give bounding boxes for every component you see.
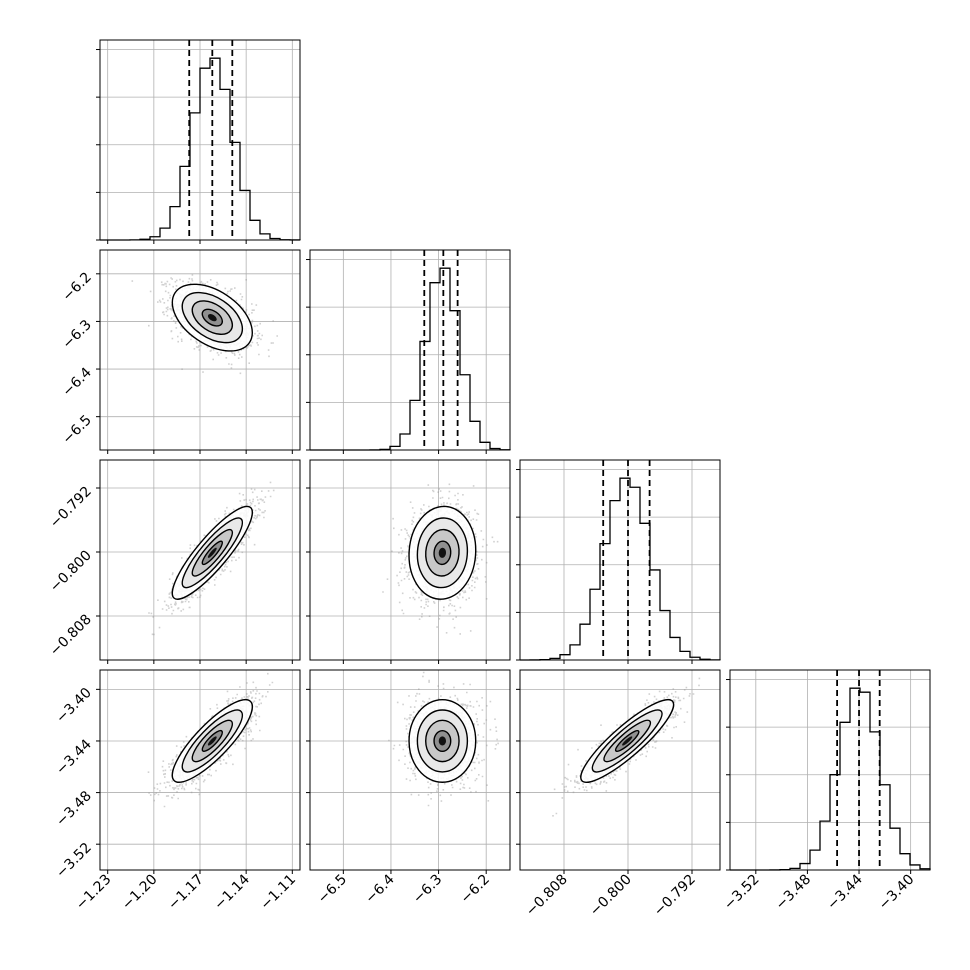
scatter-panel-3-0 [96,669,301,874]
grid [520,460,720,660]
contour-level-0 [580,698,675,783]
histogram-panel-3 [726,669,931,874]
x-tick-label: −6.3 [410,872,445,907]
histogram-bars-3 [730,687,931,871]
x-tick-label: −6.4 [362,871,397,906]
contour-level-2 [425,528,460,577]
x-tick-label: −3.48 [773,872,815,914]
x-tick-label: −0.800 [587,872,635,920]
x-tick-label: −0.792 [651,872,699,920]
x-tick-label: −0.808 [523,872,571,920]
scatter-points [388,671,499,807]
scatter-panel-2-0 [96,459,301,664]
contour-level-1 [181,291,244,344]
y-tick-label: −0.792 [47,484,95,532]
x-tick-label: −6.5 [315,872,350,907]
y-tick-label: −6.2 [59,269,94,304]
contour-level-2 [191,300,234,335]
histogram-bars-2 [519,477,721,661]
contour-level-2 [191,719,234,763]
contour-level-1 [181,709,244,773]
x-tick-label: −1.23 [73,872,115,914]
histogram-bars-1 [310,267,511,451]
y-tick-label: −3.48 [53,788,95,830]
contour-level-1 [416,709,469,773]
contour-level-0 [408,505,477,600]
panel-frame [519,669,721,871]
y-tick-label: −6.3 [59,317,94,352]
x-tick-label: −1.17 [165,872,207,914]
y-tick-label: −6.5 [59,412,94,447]
contour-level-2 [603,719,652,763]
y-tick-label: −3.44 [53,736,95,778]
x-tick-label: −1.20 [119,872,161,914]
grid [100,670,300,870]
scatter-panel-3-2 [516,669,721,874]
contour-level-2 [191,528,234,577]
x-tick-label: −1.14 [211,871,253,913]
contour-level-1 [416,517,469,589]
histogram-panel-2 [516,459,721,664]
panel-frame [309,249,511,451]
x-tick-label: −1.11 [257,872,299,914]
contour-level-3 [201,540,224,566]
grid [100,250,300,450]
panel-frame [519,459,721,661]
contour-level-3 [433,540,452,566]
scatter-panel-3-1 [306,669,511,874]
contour-level-0 [171,505,254,600]
contour-level-1 [181,517,244,589]
contour-level-0 [408,698,477,783]
scatter-panel-2-1 [306,459,511,664]
panel-frame [729,669,931,871]
x-tick-label: −3.44 [824,871,866,913]
y-tick-label: −3.52 [53,840,95,882]
y-tick-label: −3.40 [53,685,95,727]
contour-level-0 [171,283,254,352]
contour-level-3 [201,729,224,752]
y-tick-label: −0.808 [47,612,95,660]
contour-level-1 [591,709,663,773]
scatter-panel-1-0 [96,249,301,454]
contour-level-3 [201,308,224,327]
contour-level-2 [425,719,460,763]
panel-frame [309,459,511,661]
histogram-panel-1 [306,249,511,454]
contour-level-3 [433,729,452,752]
contour-level-3 [614,729,640,752]
histogram-panel-0 [96,39,301,244]
panel-frame [309,669,511,871]
x-tick-label: −3.52 [721,872,763,914]
y-tick-label: −6.4 [59,365,94,400]
grid [310,670,510,870]
x-tick-label: −6.2 [458,872,493,907]
x-tick-label: −3.40 [876,872,918,914]
y-tick-label: −0.800 [47,548,95,596]
contour-level-0 [171,698,254,783]
